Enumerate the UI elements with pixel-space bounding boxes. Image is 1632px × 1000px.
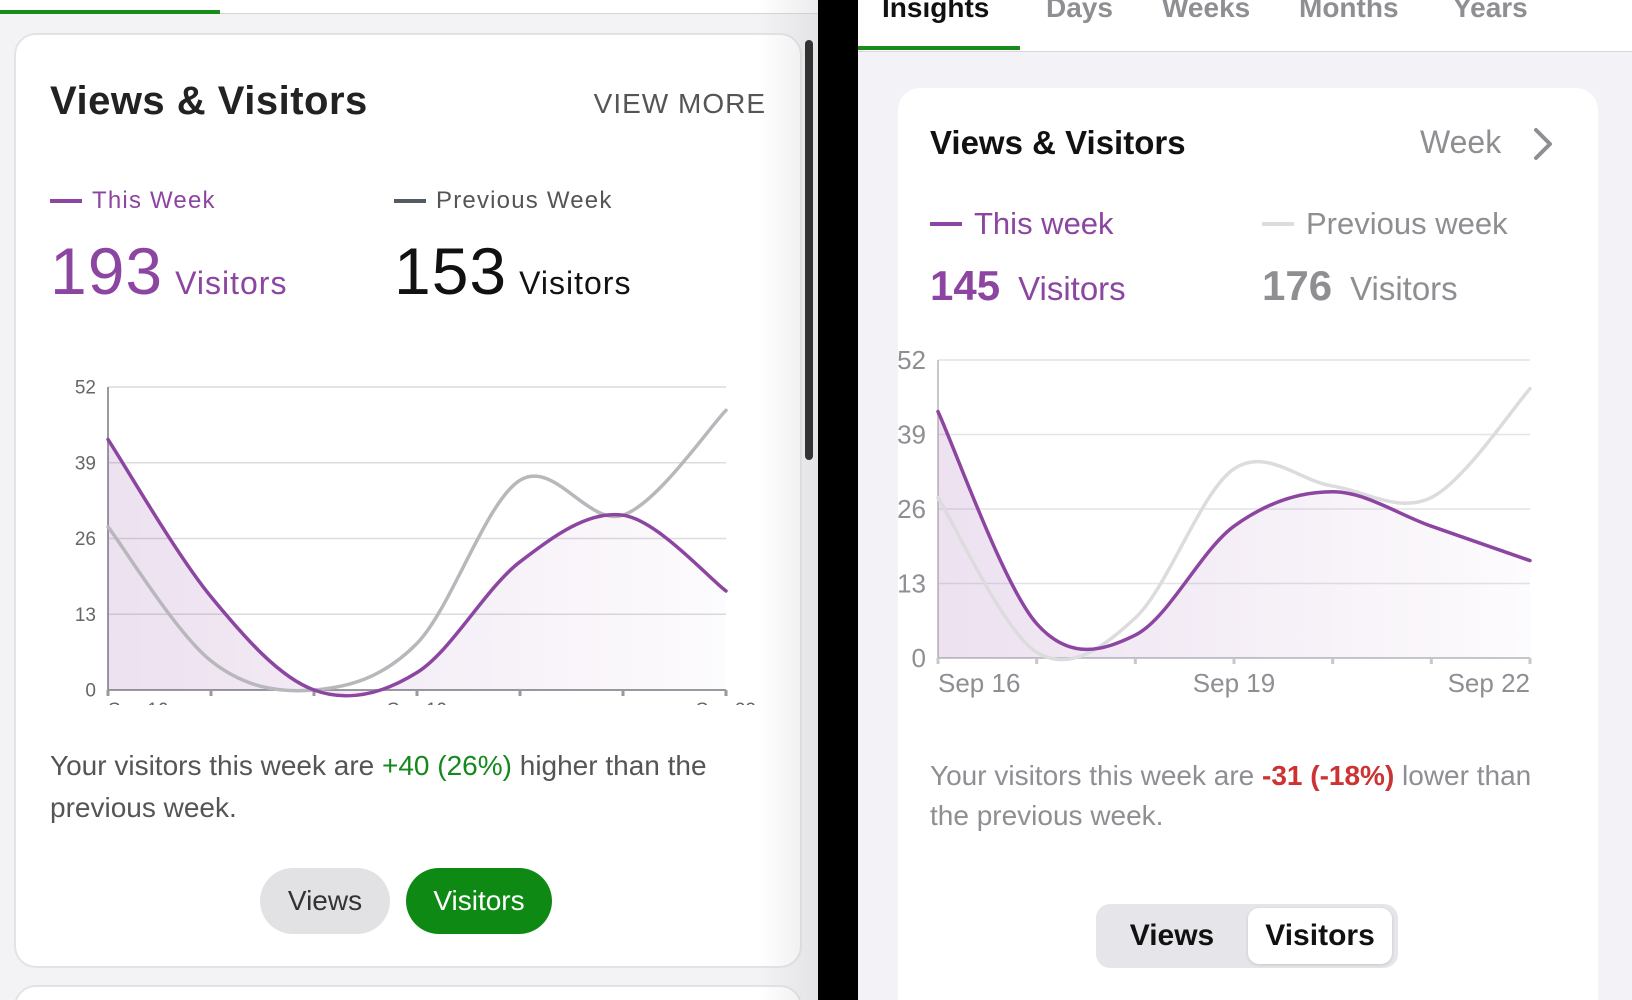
ios-legend-this-week-label: This week [974,206,1114,241]
ios-chart-y-tick-label: 39 [898,420,926,450]
ios-chart-x-tick-label: Sep 16 [938,668,1020,698]
period-selector[interactable]: Week [1420,124,1502,160]
android-chart-y-tick-label: 0 [85,681,96,702]
segment-views[interactable]: Views [1102,908,1242,964]
tab-days[interactable]: Days [1046,0,1113,23]
ios-previous-week-count: 176 [1262,262,1333,309]
legend-previous-week-label: Previous Week [436,187,613,214]
ios-summary-prefix: Your visitors this week are [930,760,1262,791]
ios-visitors-chart: 0 13 26 39 52 Sep 16 Sep 19 Sep 22 [898,350,1532,698]
ios-previous-week-unit: Visitors [1350,270,1458,307]
ios-chart-y-tick-label: 26 [898,494,926,524]
ios-chart-line-previous-week [936,386,1532,662]
ios-visitors-summary: Your visitors this week are -31 (-18%) l… [930,756,1570,836]
this-week-count: 193 [50,234,164,308]
ios-previous-week-visitors-total: 176 Visitors [1262,262,1458,310]
ios-this-week-count: 145 [930,262,1001,309]
ios-legend-previous-week: Previous week [1262,206,1508,242]
ios-screen: Insights Days Weeks Months Years Views &… [858,0,1632,1000]
ios-legend-this-week: This week [930,206,1114,242]
ios-chart-y-tick-label: 52 [898,350,926,375]
tab-months[interactable]: Months [1299,0,1399,23]
ios-legend-previous-week-swatch [1262,222,1294,226]
visitors-toggle-button[interactable]: Visitors [406,868,552,934]
chevron-right-icon[interactable] [1528,126,1558,162]
ios-legend-this-week-swatch [930,222,962,226]
ios-card-title: Views & Visitors [930,124,1186,161]
tab-weeks[interactable]: Weeks [1162,0,1251,23]
android-chart-x-tick-label: Sep 16 [108,700,168,705]
tab-years[interactable]: Years [1453,0,1528,23]
ios-summary-delta: -31 (-18%) [1262,760,1395,791]
this-week-unit: Visitors [175,265,288,301]
legend-this-week-swatch [50,199,82,203]
android-views-visitors-card: Views & Visitors VIEW MORE This Week Pre… [14,33,802,968]
visitors-summary: Your visitors this week are +40 (26%) hi… [50,745,750,829]
ios-summary-suffix: lower than the previous week. [930,760,1532,831]
ios-legend-previous-week-label: Previous week [1306,206,1508,241]
views-toggle-button[interactable]: Views [260,868,390,934]
summary-suffix: higher than the previous week. [50,750,707,823]
android-chart-line-this-week [106,437,728,698]
previous-week-visitors-total: 153 Visitors [394,233,631,309]
legend-previous-week-swatch [394,199,426,203]
view-more-button[interactable]: VIEW MORE [593,88,766,119]
summary-prefix: Your visitors this week are [50,750,382,781]
tab-insights[interactable]: Insights [882,0,990,23]
android-tab-bar [0,0,818,14]
ios-chart-x-tick-label: Sep 19 [1193,668,1275,698]
ios-tab-bar: Insights Days Weeks Months Years [858,0,1632,52]
ios-chart-line-this-week [936,409,1532,652]
ios-this-week-visitors-total: 145 Visitors [930,262,1126,310]
android-chart-area-this-week [108,439,726,696]
android-chart-x-tick-label: Sep 22 [696,700,756,705]
android-visitors-chart: 0 13 26 39 52 Sep 16 Sep 19 Sep 22 [75,378,756,705]
legend-this-week-label: This Week [92,187,216,214]
android-chart-x-tick-label: Sep 19 [387,700,447,705]
ios-active-tab-indicator [858,46,1020,50]
ios-chart-y-tick-label: 13 [898,569,926,599]
android-active-tab-indicator [0,10,220,14]
android-chart-y-tick-label: 26 [75,529,96,550]
android-scrollbar[interactable] [805,40,813,460]
android-next-card [14,985,802,1000]
previous-week-count: 153 [394,234,508,308]
ios-this-week-unit: Visitors [1018,270,1126,307]
android-chart-y-tick-label: 13 [75,605,96,626]
this-week-visitors-total: 193 Visitors [50,233,287,309]
ios-chart-y-tick-label: 0 [912,643,926,673]
android-chart-y-tick-label: 39 [75,453,96,474]
previous-week-unit: Visitors [519,265,632,301]
segment-visitors[interactable]: Visitors [1248,908,1392,964]
card-title: Views & Visitors [50,79,368,123]
ios-chart-area-this-week [938,411,1530,658]
legend-previous-week: Previous Week [394,187,613,215]
views-visitors-segmented-control: Views Visitors [1096,904,1398,968]
legend-this-week: This Week [50,187,216,215]
android-screen: Views & Visitors VIEW MORE This Week Pre… [0,0,818,1000]
ios-chart-x-tick-label: Sep 22 [1448,668,1530,698]
android-chart-y-tick-label: 52 [75,378,96,399]
summary-delta: +40 (26%) [382,750,512,781]
